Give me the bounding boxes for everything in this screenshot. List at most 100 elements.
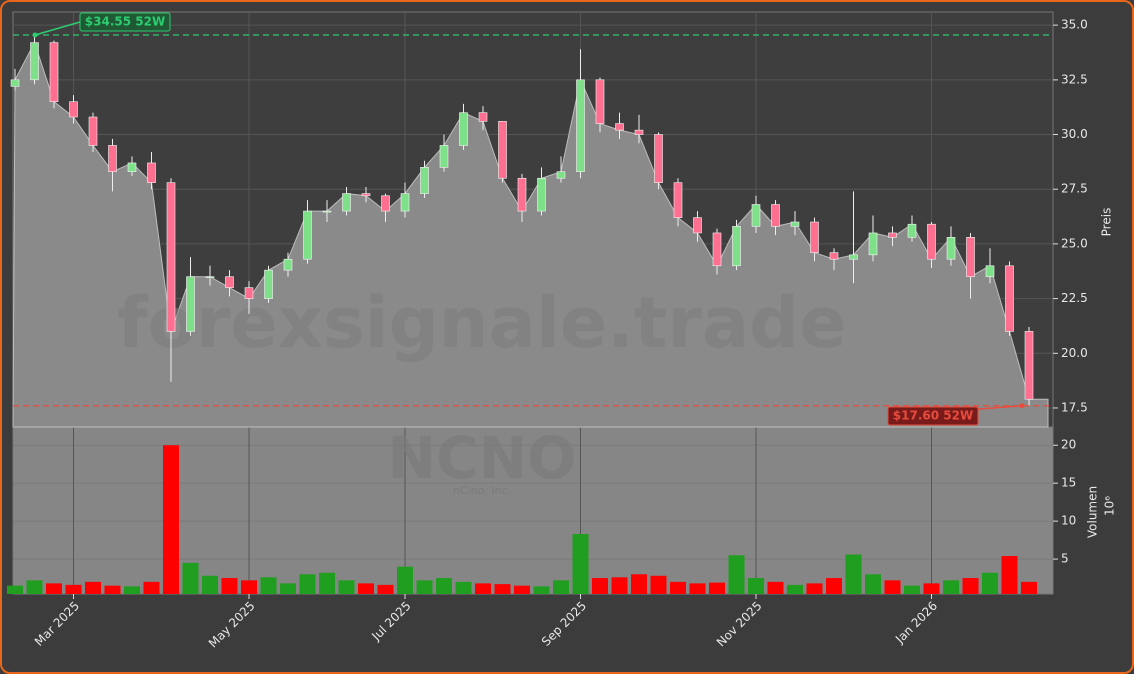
y-tick-label: 32.5 <box>1061 72 1088 86</box>
volume-bar <box>397 566 413 594</box>
candle-body <box>1024 331 1034 400</box>
volume-bar <box>806 583 823 594</box>
candle-body <box>322 210 332 213</box>
volume-unit: 10⁶ <box>1103 496 1117 516</box>
candle-body <box>342 193 351 212</box>
x-tick-label: Mar 2025 <box>32 599 82 649</box>
volume-bar <box>299 574 316 594</box>
volume-bar <box>202 575 218 594</box>
candle-body <box>1005 265 1014 332</box>
volume-bar <box>104 585 121 594</box>
candle-body <box>303 210 312 260</box>
candle-body <box>771 204 780 227</box>
high_52w-box <box>79 12 171 32</box>
volume-bar <box>592 578 608 594</box>
x-tick-label: Jan 2026 <box>892 599 940 647</box>
candle-body <box>225 276 234 288</box>
candle-body <box>166 182 176 332</box>
candle-body <box>712 232 722 267</box>
volume-bar <box>163 445 179 594</box>
candle-body <box>907 223 917 238</box>
x-tick-label: Jul 2025 <box>368 599 413 644</box>
volume-axis-label: Volumen <box>1086 486 1100 538</box>
candle-body <box>205 276 215 279</box>
candle-body <box>244 287 254 299</box>
volume-bar <box>46 583 62 594</box>
volume-bar <box>689 583 706 594</box>
volume-bar <box>1021 581 1037 594</box>
volume-bar <box>260 577 277 594</box>
volume-bar <box>280 583 296 594</box>
candle-body <box>517 177 527 212</box>
volume-bar <box>26 580 43 594</box>
volume-bar <box>7 585 23 594</box>
candle-body <box>751 204 761 227</box>
x-tick-label: Sep 2025 <box>539 599 589 649</box>
low_52w-box <box>887 406 979 426</box>
volume-bar <box>85 581 101 594</box>
volume-tick-label: 15 <box>1061 476 1076 490</box>
candle-body <box>127 162 137 172</box>
company-watermark: nCino, Inc. <box>453 484 511 497</box>
y-tick-label: 22.5 <box>1061 291 1088 305</box>
candle-body <box>693 217 702 234</box>
volume-bar <box>553 580 569 594</box>
y-tick-label: 17.5 <box>1061 400 1088 414</box>
volume-bar <box>709 582 725 594</box>
candle-body <box>186 276 195 332</box>
volume-bar <box>962 578 979 594</box>
ticker-watermark: NCNO <box>388 424 577 492</box>
candle-body <box>88 116 98 146</box>
candle-body <box>147 162 156 183</box>
candle-body <box>537 177 546 212</box>
candle-body <box>849 254 858 260</box>
y-tick-label: 25.0 <box>1061 236 1088 250</box>
candle-body <box>927 223 936 260</box>
volume-bar <box>904 585 920 594</box>
candle-body <box>868 232 878 256</box>
volume-bar <box>650 575 667 594</box>
candle-body <box>615 123 624 131</box>
volume-bar <box>124 586 140 594</box>
volume-bar <box>767 581 784 594</box>
candle-body <box>283 258 293 271</box>
volume-bar <box>241 580 257 594</box>
volume-bar <box>416 580 433 594</box>
volume-bar <box>514 585 530 594</box>
high_52w-arrow <box>34 21 81 36</box>
volume-bar <box>436 578 452 594</box>
y-tick-label: 35.0 <box>1061 18 1088 32</box>
candle-body <box>439 145 449 168</box>
candle-body <box>985 265 995 278</box>
volume-bar <box>377 584 394 594</box>
volume-bar <box>338 580 355 594</box>
candle-body <box>459 112 468 146</box>
volume-bar <box>787 584 803 594</box>
volume-bar <box>982 572 998 594</box>
volume-bar <box>884 580 901 594</box>
candle-body <box>673 182 683 218</box>
high_52w-arrow-head <box>32 32 38 38</box>
candle-body <box>498 121 507 179</box>
volume-bar <box>475 583 491 594</box>
watermark: forexsignale.trade <box>117 282 846 364</box>
candle-body <box>888 232 897 238</box>
volume-bar <box>65 584 82 594</box>
low_52w-arrow-head <box>1019 403 1025 409</box>
volume-bar <box>572 534 589 594</box>
volume-bar <box>533 586 550 594</box>
y-tick-label: 27.5 <box>1061 182 1088 196</box>
candle-body <box>264 269 273 299</box>
volume-tick-label: 20 <box>1061 438 1076 452</box>
volume-bar <box>865 574 881 594</box>
volume-bar <box>748 578 764 594</box>
candle-body <box>829 252 839 260</box>
candle-body <box>790 221 800 227</box>
volume-bar <box>631 574 647 594</box>
candle-body <box>30 42 39 81</box>
volume-tick-label: 10 <box>1061 514 1076 528</box>
candle-body <box>420 167 429 194</box>
candle-body <box>108 145 117 172</box>
candle-body <box>478 112 488 122</box>
candle-body <box>400 193 410 212</box>
